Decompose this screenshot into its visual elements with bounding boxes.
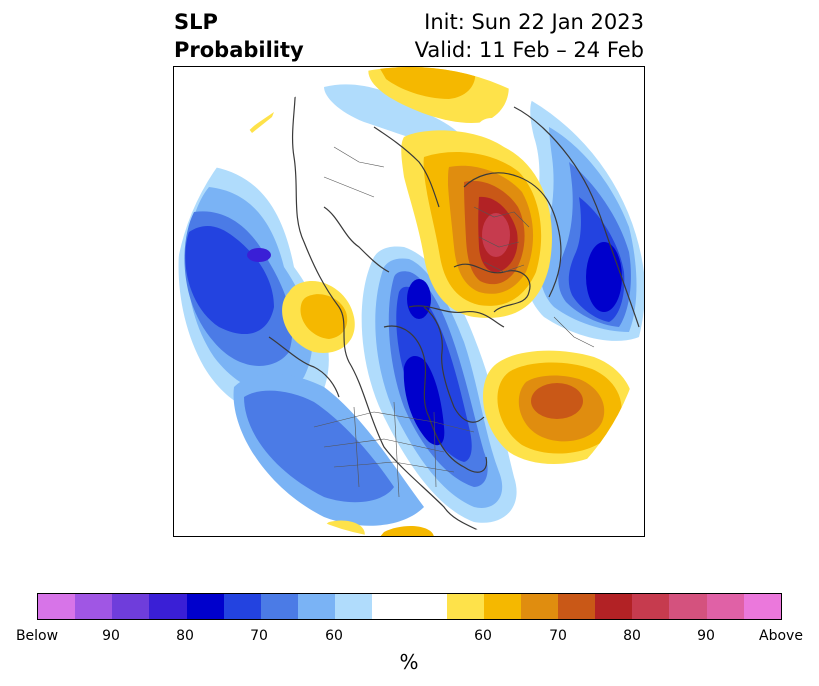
colorbar-label-below-70: 70 bbox=[250, 628, 268, 644]
title-line2: Probability bbox=[174, 38, 304, 62]
tropical-high-anomaly bbox=[379, 526, 434, 536]
colorbar-segment-below-0 bbox=[38, 594, 76, 619]
title-line1: SLP bbox=[174, 10, 218, 34]
colorbar-label-below-60: 60 bbox=[325, 628, 343, 644]
colorbar-segment-below-5 bbox=[223, 594, 261, 619]
valid-date-range: Valid: 11 Feb – 24 Feb bbox=[414, 38, 644, 62]
colorbar-segment-below-2 bbox=[112, 594, 150, 619]
colorbar-segment-above-5 bbox=[632, 594, 670, 619]
date-info: Init: Sun 22 Jan 2023 Valid: 11 Feb – 24… bbox=[415, 8, 644, 64]
colorbar-segment-above-7 bbox=[706, 594, 744, 619]
colorbar-segment-below-6 bbox=[260, 594, 298, 619]
alaska-high-anomaly bbox=[282, 281, 355, 353]
colorbar-label-below: Below bbox=[15, 628, 59, 644]
atlantic-high-anomaly bbox=[482, 350, 634, 464]
siberia-low-anomaly bbox=[524, 97, 644, 341]
colorbar-segment-above-1 bbox=[483, 594, 521, 619]
colorbar-segment-above-2 bbox=[520, 594, 558, 619]
arctic-high-anomaly bbox=[368, 67, 509, 136]
colorbar-segment-below-3 bbox=[149, 594, 187, 619]
colorbar-segment-above-4 bbox=[595, 594, 633, 619]
chart-title: SLP Probability bbox=[174, 8, 304, 64]
colorbar-label-below-80: 80 bbox=[176, 628, 194, 644]
colorbar-label-below-90: 90 bbox=[102, 628, 120, 644]
probability-colorbar bbox=[37, 593, 782, 620]
north-america-low-anomaly bbox=[361, 246, 517, 523]
colorbar-segment-below-8 bbox=[335, 594, 373, 619]
map-panel bbox=[173, 66, 645, 537]
colorbar-label-above-70: 70 bbox=[549, 628, 567, 644]
probability-map bbox=[174, 67, 644, 536]
colorbar-unit: % bbox=[399, 650, 419, 674]
colorbar-segment-above-6 bbox=[669, 594, 707, 619]
colorbar-label-above-80: 80 bbox=[623, 628, 641, 644]
colorbar-label-above-90: 90 bbox=[697, 628, 715, 644]
coastlines bbox=[268, 67, 640, 536]
colorbar-segment-below-7 bbox=[297, 594, 336, 619]
colorbar-label-above: Above bbox=[759, 628, 803, 644]
init-date: Init: Sun 22 Jan 2023 bbox=[424, 10, 644, 34]
colorbar-label-above-60: 60 bbox=[474, 628, 492, 644]
southwest-low-anomaly bbox=[233, 373, 424, 526]
colorbar-segment-below-4 bbox=[186, 594, 224, 619]
colorbar-segment-below-1 bbox=[75, 594, 113, 619]
colorbar-segment-above-3 bbox=[557, 594, 596, 619]
colorbar-segment-above-0 bbox=[446, 594, 484, 619]
pacific-small-high bbox=[249, 112, 274, 133]
colorbar-segment-neutral bbox=[372, 594, 447, 619]
colorbar-segment-above-8 bbox=[743, 594, 781, 619]
